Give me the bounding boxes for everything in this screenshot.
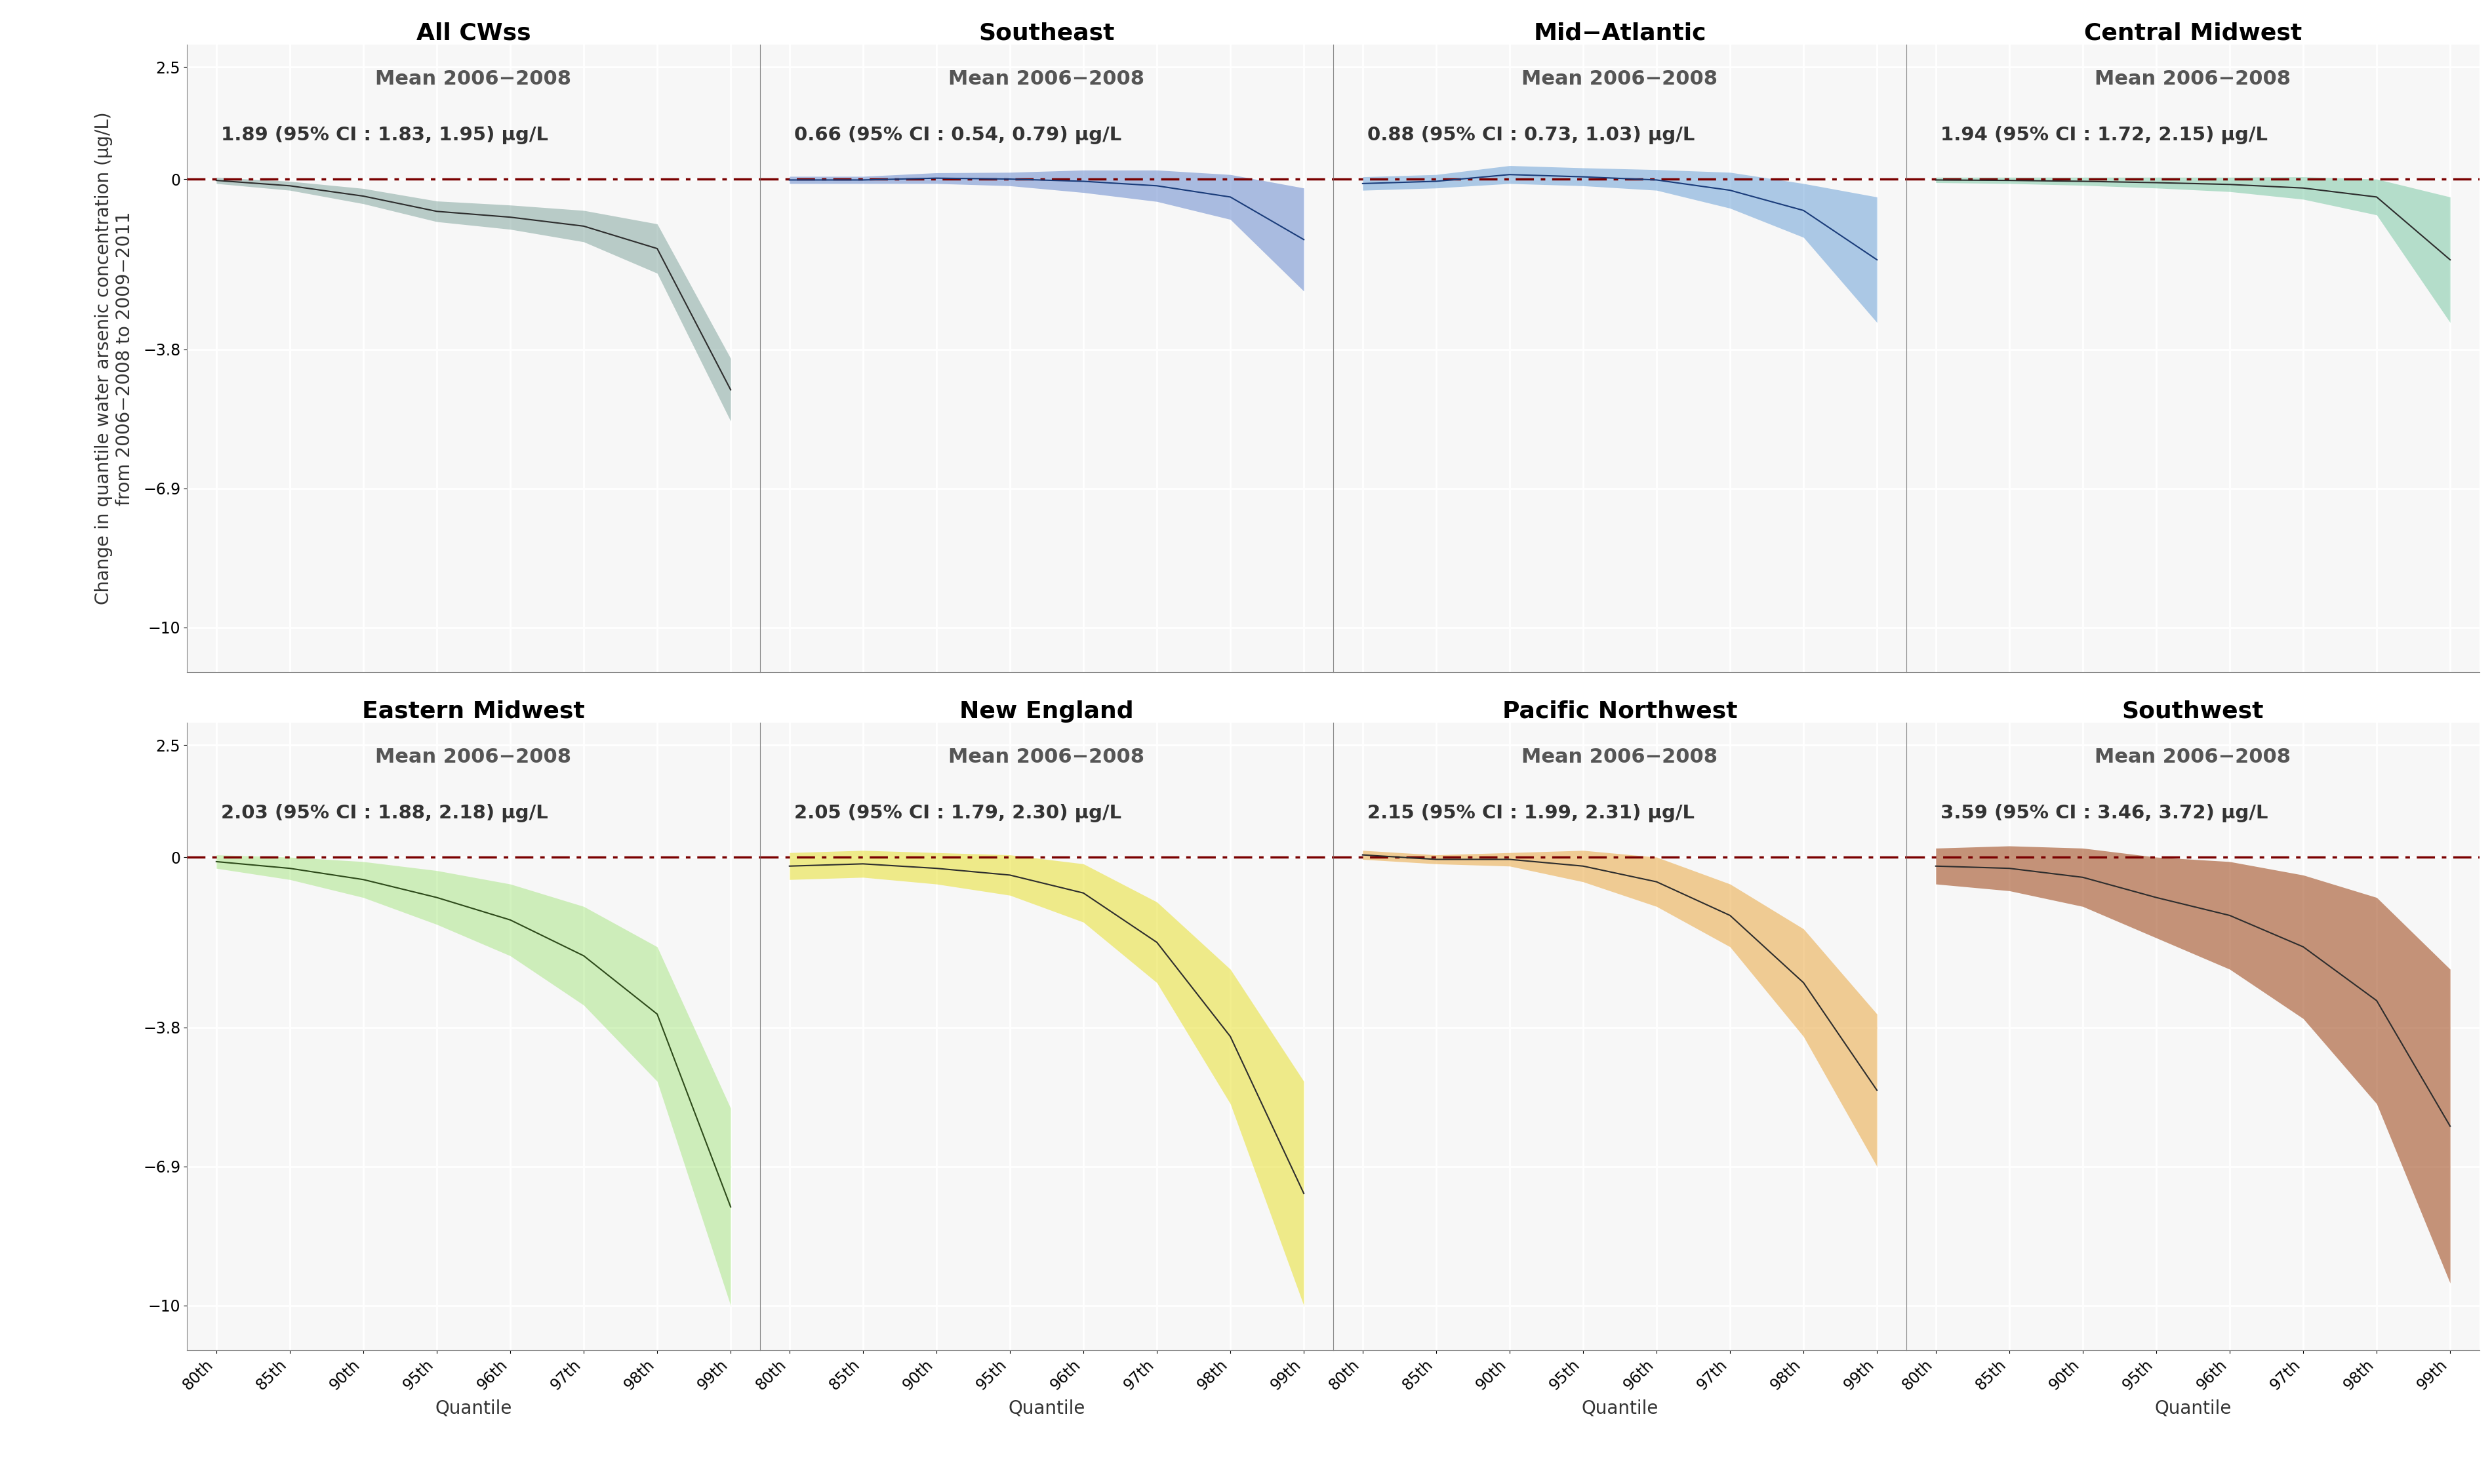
Title: Pacific Northwest: Pacific Northwest <box>1503 700 1737 723</box>
Title: New England: New England <box>959 700 1134 723</box>
X-axis label: Quantile: Quantile <box>2156 1399 2230 1417</box>
Text: 1.94 (95% CI : 1.72, 2.15) μg/L: 1.94 (95% CI : 1.72, 2.15) μg/L <box>1941 126 2268 144</box>
Text: Mean 2006−2008: Mean 2006−2008 <box>2096 748 2290 767</box>
Text: 3.59 (95% CI : 3.46, 3.72) μg/L: 3.59 (95% CI : 3.46, 3.72) μg/L <box>1941 804 2268 822</box>
Title: Southeast: Southeast <box>979 22 1114 45</box>
Title: Southwest: Southwest <box>2123 700 2263 723</box>
Text: Mean 2006−2008: Mean 2006−2008 <box>949 748 1144 767</box>
Text: 2.03 (95% CI : 1.88, 2.18) μg/L: 2.03 (95% CI : 1.88, 2.18) μg/L <box>222 804 548 822</box>
Text: 0.66 (95% CI : 0.54, 0.79) μg/L: 0.66 (95% CI : 0.54, 0.79) μg/L <box>795 126 1121 144</box>
Y-axis label: Change in quantile water arsenic concentration (μg/L)
from 2006−2008 to 2009−201: Change in quantile water arsenic concent… <box>95 111 135 605</box>
Text: Mean 2006−2008: Mean 2006−2008 <box>1523 70 1717 89</box>
Text: 1.89 (95% CI : 1.83, 1.95) μg/L: 1.89 (95% CI : 1.83, 1.95) μg/L <box>222 126 548 144</box>
X-axis label: Quantile: Quantile <box>1582 1399 1657 1417</box>
Title: All CWss: All CWss <box>416 22 531 45</box>
Text: Mean 2006−2008: Mean 2006−2008 <box>376 748 571 767</box>
Text: Mean 2006−2008: Mean 2006−2008 <box>376 70 571 89</box>
Title: Central Midwest: Central Midwest <box>2083 22 2303 45</box>
Text: 0.88 (95% CI : 0.73, 1.03) μg/L: 0.88 (95% CI : 0.73, 1.03) μg/L <box>1368 126 1695 144</box>
Text: Mean 2006−2008: Mean 2006−2008 <box>949 70 1144 89</box>
X-axis label: Quantile: Quantile <box>1009 1399 1084 1417</box>
Text: 2.15 (95% CI : 1.99, 2.31) μg/L: 2.15 (95% CI : 1.99, 2.31) μg/L <box>1368 804 1695 822</box>
X-axis label: Quantile: Quantile <box>436 1399 511 1417</box>
Text: Mean 2006−2008: Mean 2006−2008 <box>2096 70 2290 89</box>
Text: Mean 2006−2008: Mean 2006−2008 <box>1523 748 1717 767</box>
Title: Eastern Midwest: Eastern Midwest <box>361 700 586 723</box>
Text: 2.05 (95% CI : 1.79, 2.30) μg/L: 2.05 (95% CI : 1.79, 2.30) μg/L <box>795 804 1121 822</box>
Title: Mid−Atlantic: Mid−Atlantic <box>1533 22 1707 45</box>
